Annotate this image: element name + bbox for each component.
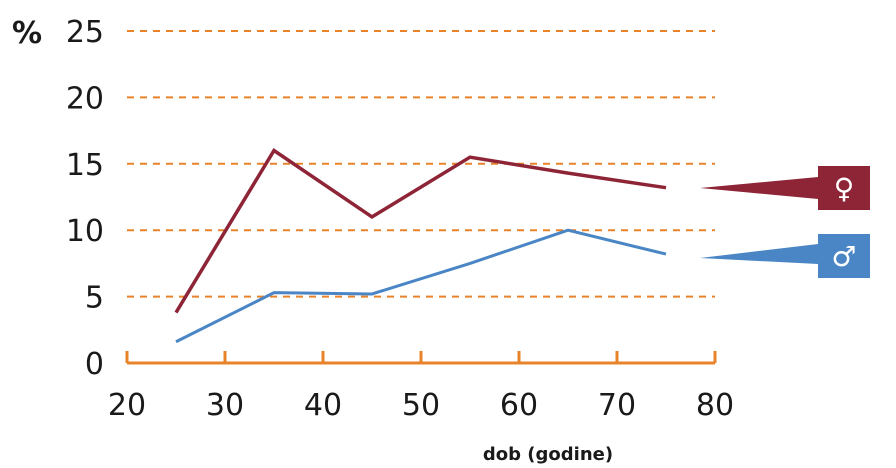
x-tick-label: 20 [108, 388, 146, 423]
male-symbol-icon: ♂ [831, 240, 856, 273]
series-line-female [174, 148, 667, 314]
legend-pointer [700, 177, 818, 199]
series-line-male [175, 228, 667, 344]
x-axis-title: dob (godine) [483, 444, 613, 465]
y-tick-label: 0 [85, 347, 104, 382]
y-tick-label: 20 [66, 81, 104, 116]
y-tick-label: 5 [85, 281, 104, 316]
x-tick-label: 80 [696, 388, 734, 423]
y-tick-label: 25 [66, 15, 104, 50]
x-tick-label: 70 [598, 388, 636, 423]
y-tick-label: 10 [66, 214, 104, 249]
gridlines [127, 30, 715, 298]
x-tick-labels: 20 30 40 50 60 70 80 [108, 388, 734, 423]
x-tick-label: 60 [500, 388, 538, 423]
legend-badge [818, 166, 870, 210]
legend-pointer [700, 244, 818, 264]
y-axis-unit-label: % [12, 16, 42, 51]
x-tick-label: 40 [304, 388, 342, 423]
x-tick-label: 50 [402, 388, 440, 423]
legend: ♀♂ [700, 166, 870, 278]
series-lines [174, 148, 667, 344]
female-symbol-icon: ♀ [834, 172, 855, 205]
x-tick-label: 30 [206, 388, 244, 423]
x-axis [125, 351, 717, 365]
legend-badge [818, 234, 870, 278]
y-tick-labels: 0 5 10 15 20 25 [66, 15, 104, 382]
y-tick-label: 15 [66, 148, 104, 183]
